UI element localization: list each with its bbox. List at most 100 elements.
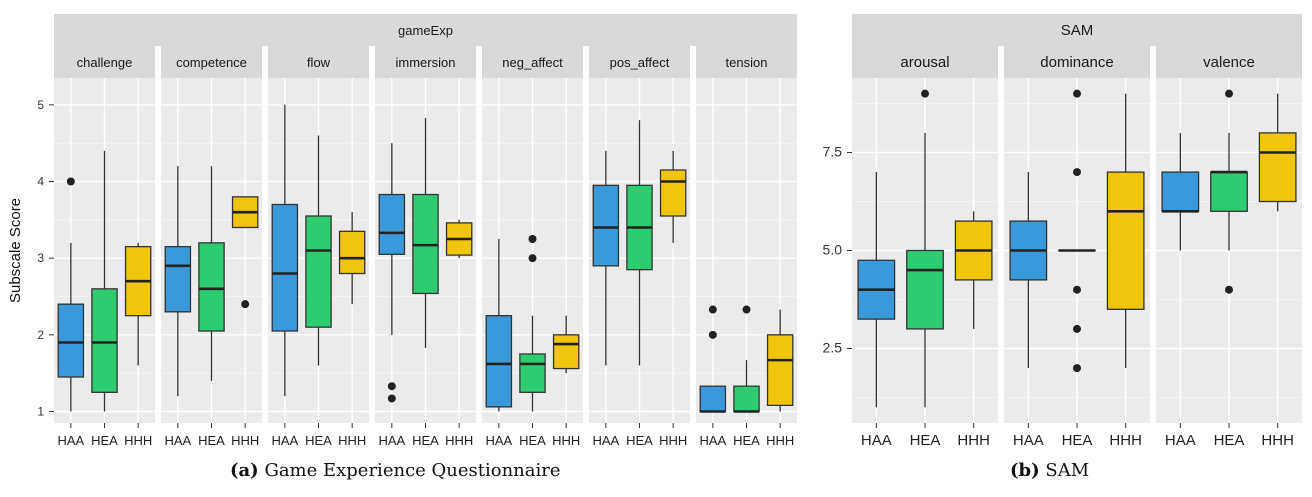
- facet-label: pos_affect: [610, 55, 670, 70]
- box-HAA: [857, 172, 896, 408]
- box-HHH: [659, 150, 687, 243]
- box-HEA: [412, 117, 439, 348]
- box: [1210, 171, 1248, 212]
- x-tick-label: HHH: [552, 433, 580, 448]
- facet-strip: [482, 46, 583, 78]
- outlier: [1073, 364, 1081, 373]
- caption-b: (b) SAM: [1010, 460, 1089, 481]
- x-tick-label: HHH: [1109, 432, 1142, 449]
- x-tick-label: HAA: [1013, 432, 1044, 449]
- facet-label: challenge: [77, 55, 133, 70]
- facet-label: flow: [307, 55, 331, 70]
- outlier: [528, 254, 537, 263]
- x-tick-label: HHH: [445, 433, 473, 448]
- caption-a-label: (a): [230, 460, 259, 481]
- box: [1161, 171, 1200, 212]
- facet-neg_affect: neg_affect HAA HEA HHH: [482, 46, 583, 448]
- facet-flow: flow HAA HEA HHH: [268, 46, 369, 448]
- box: [271, 203, 299, 332]
- x-tick-label: HAA: [164, 433, 191, 448]
- box-HHH: [1258, 93, 1297, 212]
- x-tick-label: HEA: [910, 432, 941, 449]
- x-tick-label: HEA: [198, 433, 225, 448]
- box: [338, 230, 366, 275]
- chart-game-experience: gameExp 1 2 3 4 5 Subscale Score challenge HAA HE…: [7, 14, 797, 448]
- facet-valence: valence HAA HEA HHH: [1156, 46, 1302, 449]
- x-tick-label: HAA: [378, 433, 405, 448]
- box: [305, 215, 332, 328]
- outlier: [387, 382, 396, 391]
- box: [485, 315, 513, 408]
- x-tick-label: HHH: [659, 433, 687, 448]
- facet-strip: [852, 46, 998, 78]
- box: [733, 385, 760, 413]
- caption-a-text: Game Experience Questionnaire: [264, 460, 561, 481]
- y-tick-label: 2: [37, 328, 44, 342]
- box-HAA: [485, 239, 513, 412]
- x-tick-label: HEA: [733, 433, 760, 448]
- box-HEA: [1058, 89, 1096, 373]
- box: [519, 353, 546, 393]
- x-tick-label: HHH: [124, 433, 152, 448]
- box-HEA: [906, 89, 944, 408]
- box-HHH: [445, 219, 473, 259]
- box-HHH: [954, 211, 993, 329]
- box: [1106, 171, 1145, 310]
- box: [592, 184, 620, 267]
- y-tick-label: 2.5: [823, 340, 843, 356]
- facet-label: competence: [176, 55, 247, 70]
- x-tick-label: HAA: [699, 433, 726, 448]
- facet-strip: [1004, 46, 1150, 78]
- x-tick-label: HHH: [1261, 432, 1294, 449]
- box: [906, 249, 944, 330]
- outlier: [708, 305, 717, 314]
- box: [164, 246, 192, 313]
- box-HHH: [1106, 93, 1145, 369]
- facet-arousal: arousal HAA HEA HHH: [852, 46, 998, 449]
- box-HAA: [164, 166, 192, 397]
- x-tick-label: HEA: [91, 433, 118, 448]
- x-tick-label: HAA: [1165, 432, 1196, 449]
- box-HAA: [1009, 172, 1048, 369]
- box: [198, 242, 225, 332]
- box-HEA: [198, 166, 225, 381]
- y-tick-label: 3: [37, 251, 44, 265]
- chart-sam: SAM 2.5 5.0 7.5 arousal HAA HEA HHH dominance HAA…: [823, 14, 1302, 449]
- facet-strip: [54, 46, 155, 78]
- facet-pos_affect: pos_affect HAA HEA HHH: [589, 46, 690, 448]
- outlier: [387, 394, 396, 403]
- y-tick-label: 4: [37, 175, 44, 189]
- caption-a: (a) Game Experience Questionnaire: [230, 460, 561, 481]
- box: [378, 193, 406, 255]
- x-tick-label: HAA: [592, 433, 619, 448]
- box-HHH: [124, 242, 152, 366]
- outlier: [742, 305, 751, 314]
- outlier: [1073, 324, 1081, 333]
- box-HEA: [733, 305, 760, 413]
- x-tick-label: HAA: [271, 433, 298, 448]
- box: [766, 334, 794, 407]
- x-tick-label: HEA: [1214, 432, 1245, 449]
- facet-tension: tension HAA HEA HHH: [696, 46, 797, 448]
- x-tick-label: HEA: [519, 433, 546, 448]
- facet-strip: [161, 46, 262, 78]
- box-HAA: [378, 143, 406, 403]
- box-HHH: [231, 196, 259, 309]
- box-HEA: [1210, 89, 1248, 294]
- caption-b-text: SAM: [1045, 460, 1090, 481]
- box-HEA: [519, 235, 546, 412]
- box: [57, 303, 85, 378]
- facet-label: tension: [726, 55, 768, 70]
- y-axis-label: Subscale Score: [7, 198, 24, 303]
- box: [1258, 132, 1297, 203]
- facet-strip: [268, 46, 369, 78]
- x-tick-label: HHH: [231, 433, 259, 448]
- y-tick-label: 5: [37, 98, 44, 112]
- box: [552, 334, 580, 370]
- x-tick-label: HHH: [766, 433, 794, 448]
- strip-top: [54, 14, 797, 46]
- box-HHH: [766, 309, 794, 412]
- x-tick-label: HEA: [305, 433, 332, 448]
- strip-title: gameExp: [398, 23, 453, 38]
